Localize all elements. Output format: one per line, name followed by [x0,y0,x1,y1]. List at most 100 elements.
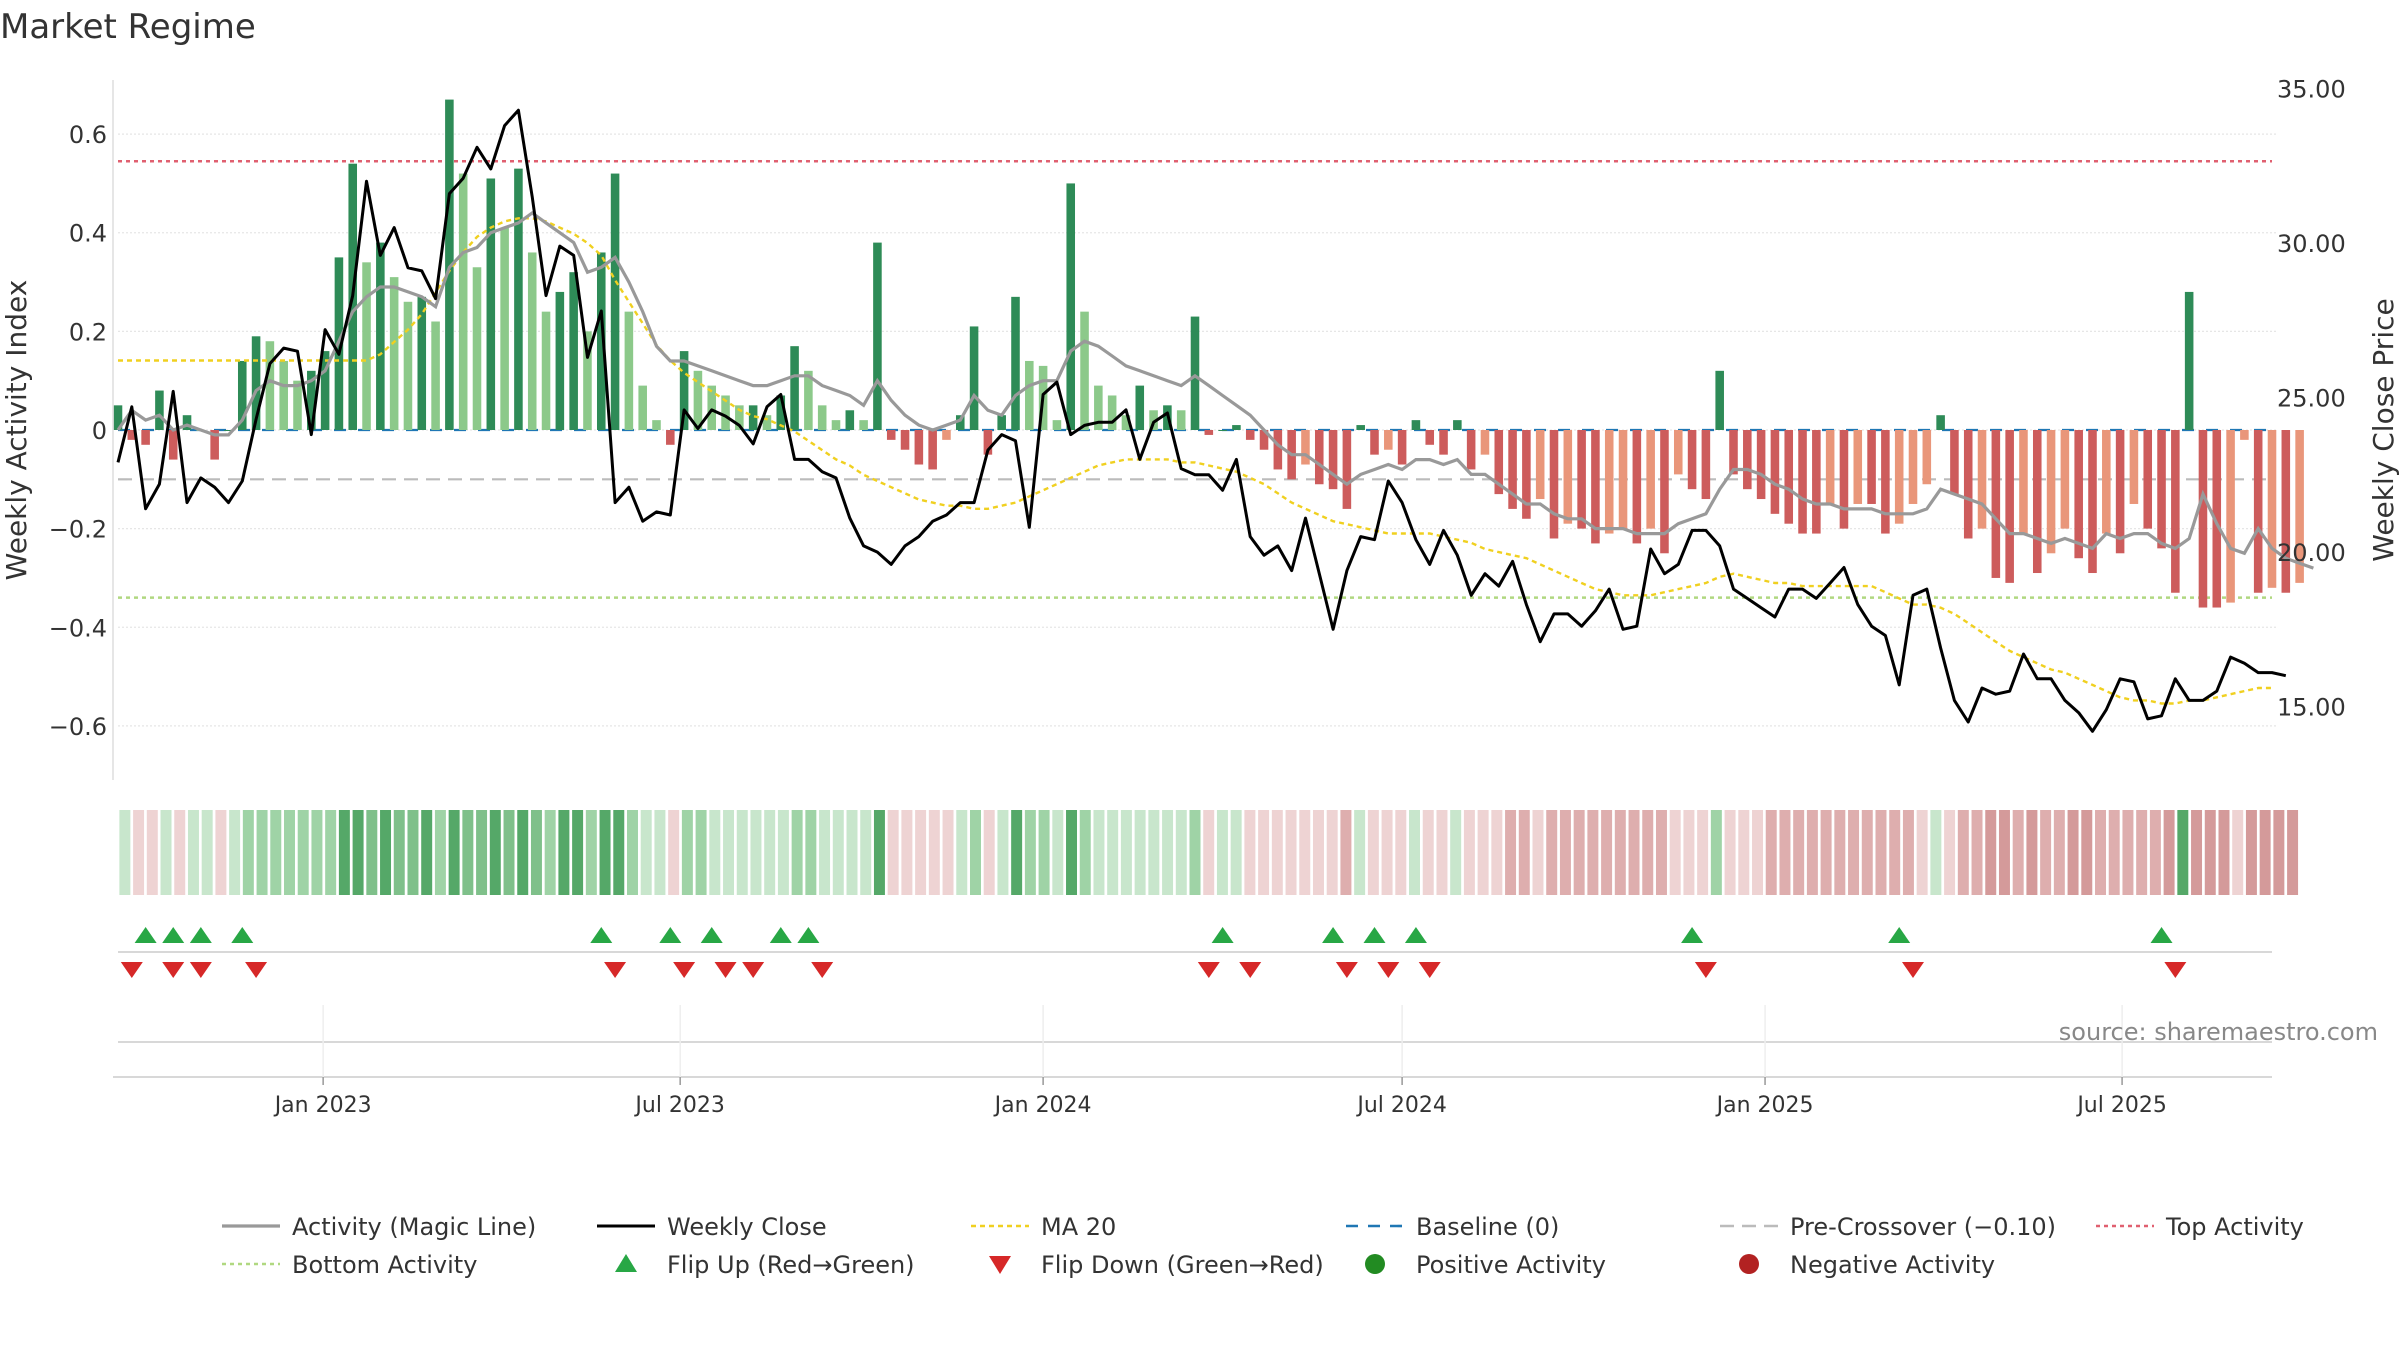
activity-bar [2129,430,2139,504]
x-tick-label: Jan 2023 [273,1093,372,1118]
regime-cell [325,810,337,895]
flip-up-marker [797,927,820,943]
regime-cell [1354,810,1366,895]
flip-down-marker [120,962,143,978]
regime-cell [1559,810,1571,895]
regime-cell [1024,810,1036,895]
activity-bar [679,351,689,430]
regime-cell [1463,810,1475,895]
activity-bar [1770,430,1780,514]
regime-cell [1107,810,1119,895]
activity-bar [886,430,896,440]
regime-cell [133,810,145,895]
flip-up-marker [134,927,157,943]
legend-label: Positive Activity [1416,1251,1606,1279]
activity-bar [445,99,454,430]
weekly-close-line [116,108,2287,733]
regime-cell [352,810,364,895]
activity-bar [2198,430,2208,608]
activity-bar [817,405,827,430]
activity-bar [1370,430,1379,455]
activity-bar [1149,410,1158,430]
regime-cell [380,810,392,895]
regime-cell [956,810,968,895]
regime-cell [750,810,762,895]
regime-cell [1038,810,1050,895]
regime-cell [572,810,584,895]
x-tick-label: Jan 2024 [993,1093,1092,1118]
legend-item-top: Top Activity [2096,1213,2304,1241]
regime-cell [2245,810,2257,895]
activity-bar [1273,430,1283,470]
legend-label: Bottom Activity [292,1251,477,1279]
legend-swatch [989,1256,1011,1274]
regime-cell [1861,810,1873,895]
regime-cell [873,810,885,895]
regime-cell [1683,810,1695,895]
activity-bar [1425,430,1435,445]
regime-cell [1216,810,1228,895]
source-note: source: sharemaestro.com [2059,1018,2378,1046]
regime-cell [366,810,378,895]
regime-cell [777,810,789,895]
activity-bar [1080,311,1089,430]
regime-cell [1779,810,1791,895]
regime-cell [242,810,254,895]
regime-cell [1189,810,1201,895]
activity-bar [596,252,606,430]
activity-bar [1259,430,1269,450]
activity-bar [1646,430,1655,529]
regime-cell [119,810,131,895]
activity-bar [1604,430,1614,534]
x-tick-label: Jul 2025 [2075,1093,2167,1118]
regime-cell [860,810,872,895]
regime-cell [434,810,446,895]
flip-down-marker [2164,962,2187,978]
regime-cell [969,810,981,895]
activity-bar [2212,430,2222,608]
activity-bar [1839,430,1849,529]
regime-cell [846,810,858,895]
regime-cell [201,810,213,895]
regime-cell [1436,810,1448,895]
regime-cell [558,810,570,895]
regime-cell [476,810,488,895]
regime-cell [695,810,707,895]
activity-bar [1798,430,1807,534]
regime-cell [805,810,817,895]
legend-swatch [1365,1254,1385,1274]
activity-bar [1867,430,1876,504]
regime-cell [915,810,927,895]
regime-cell [284,810,295,895]
activity-bar [1522,430,1531,519]
legend-label: Baseline (0) [1416,1213,1559,1241]
regime-cell [2053,810,2065,895]
left-tick-label: −0.2 [49,516,107,544]
activity-bar [155,390,164,430]
activity-bar [762,415,772,430]
activity-bar [1176,410,1186,430]
regime-cell [2259,810,2271,895]
regime-cell [1340,810,1352,895]
activity-bar [1577,430,1586,529]
flip-up-marker [1211,927,1234,943]
regime-cell [1998,810,2010,895]
regime-cell [1642,810,1654,895]
flip-up-marker [1888,927,1911,943]
regime-cell [2136,810,2148,895]
chart-title: Market Regime [0,7,256,47]
regime-cell [1724,810,1736,895]
regime-cell [174,810,186,895]
right-tick-label: 15.00 [2277,694,2346,722]
activity-bar [2240,430,2249,440]
legend-label: Negative Activity [1790,1251,1995,1279]
activity-bar [914,430,924,465]
activity-bar [514,168,523,431]
activity-bar [279,360,288,430]
legend-label: Weekly Close [667,1213,827,1241]
activity-bar [1314,430,1324,485]
flip-down-marker [1418,962,1441,978]
flip-up-marker [1404,927,1427,943]
activity-bar [1384,430,1393,450]
activity-bar [1439,430,1448,455]
